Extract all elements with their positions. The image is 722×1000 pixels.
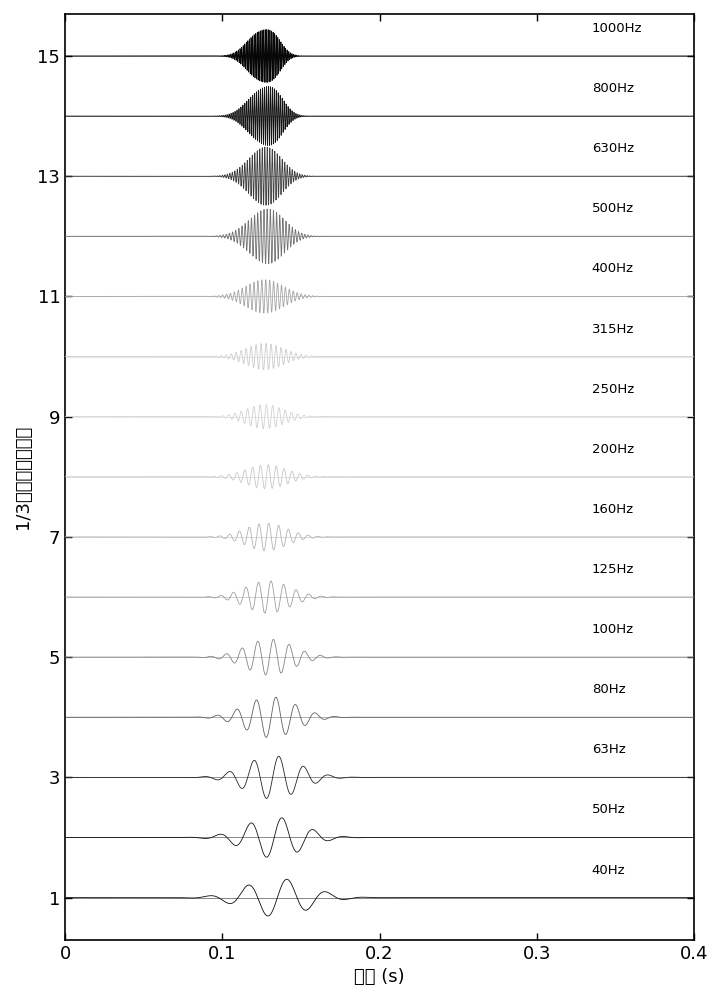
- Text: 100Hz: 100Hz: [592, 623, 634, 636]
- Text: 400Hz: 400Hz: [592, 262, 634, 275]
- Text: 800Hz: 800Hz: [592, 82, 634, 95]
- Text: 630Hz: 630Hz: [592, 142, 634, 155]
- Text: 160Hz: 160Hz: [592, 503, 634, 516]
- Text: 1000Hz: 1000Hz: [592, 22, 642, 35]
- X-axis label: 时间 (s): 时间 (s): [355, 968, 405, 986]
- Text: 125Hz: 125Hz: [592, 563, 634, 576]
- Text: 200Hz: 200Hz: [592, 443, 634, 456]
- Text: 40Hz: 40Hz: [592, 864, 625, 877]
- Text: 80Hz: 80Hz: [592, 683, 625, 696]
- Text: 315Hz: 315Hz: [592, 323, 634, 336]
- Text: 500Hz: 500Hz: [592, 202, 634, 215]
- Text: 50Hz: 50Hz: [592, 803, 625, 816]
- Text: 63Hz: 63Hz: [592, 743, 625, 756]
- Y-axis label: 1/3倍频程点的序号: 1/3倍频程点的序号: [14, 425, 32, 529]
- Text: 250Hz: 250Hz: [592, 383, 634, 396]
